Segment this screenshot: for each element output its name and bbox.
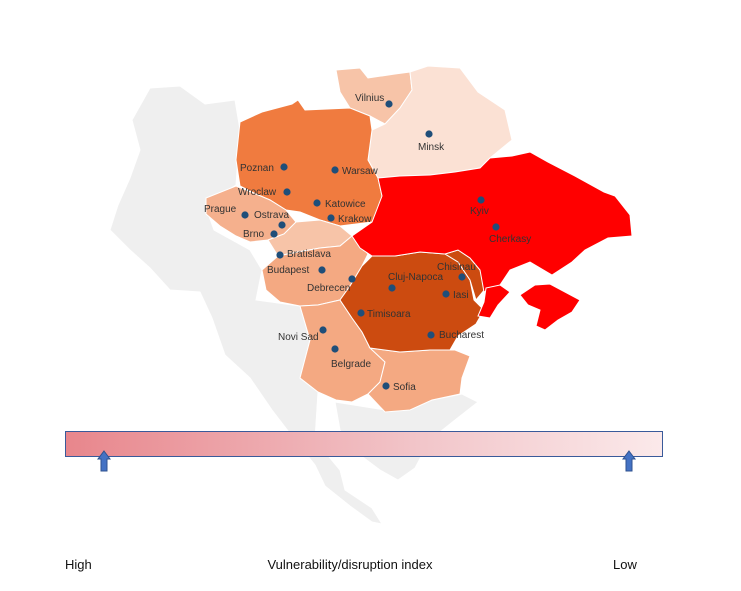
city-label-cluj-napoca: Cluj-Napoca	[388, 272, 443, 283]
city-dot-bratislava	[276, 251, 284, 259]
legend-high-label: High	[65, 557, 92, 572]
city-label-chisinau: Chisinau	[437, 262, 476, 273]
city-dot-ostrava	[278, 221, 286, 229]
city-label-brno: Brno	[243, 229, 265, 240]
high-marker-arrow	[97, 450, 111, 472]
city-label-debrecen: Debrecen	[307, 283, 350, 294]
legend-low-label: Low	[613, 557, 637, 572]
city-dot-chisinau	[458, 273, 466, 281]
city-label-krakow: Krakow	[338, 214, 372, 225]
vulnerability-legend-bar	[65, 431, 663, 457]
city-label-ostrava: Ostrava	[254, 210, 289, 221]
city-dot-bucharest	[427, 331, 435, 339]
city-label-iasi: Iasi	[453, 290, 469, 301]
city-dot-vilnius	[385, 100, 393, 108]
city-label-vilnius: Vilnius	[355, 93, 384, 104]
region-ukraine	[351, 151, 633, 293]
city-markers: Vilnius Minsk Poznan Warsaw Wroclaw Katowice P…	[204, 93, 531, 393]
region-ukraine-south	[477, 284, 511, 319]
region-crimea	[519, 283, 581, 331]
city-dot-kyiv	[477, 196, 485, 204]
city-label-timisoara: Timisoara	[367, 309, 411, 320]
city-dot-cherkasy	[492, 223, 500, 231]
city-label-sofia: Sofia	[393, 382, 416, 393]
city-dot-timisoara	[357, 309, 365, 317]
legend-title: Vulnerability/disruption index	[267, 557, 433, 572]
city-label-minsk: Minsk	[418, 142, 445, 153]
city-label-budapest: Budapest	[267, 265, 309, 276]
city-label-katowice: Katowice	[325, 199, 366, 210]
city-label-poznan: Poznan	[240, 163, 274, 174]
city-dot-belgrade	[331, 345, 339, 353]
city-dot-novi-sad	[319, 326, 327, 334]
city-dot-cluj-napoca	[388, 284, 396, 292]
city-dot-budapest	[318, 266, 326, 274]
city-dot-wroclaw	[283, 188, 291, 196]
city-dot-iasi	[442, 290, 450, 298]
city-label-kyiv: Kyiv	[470, 206, 489, 217]
low-marker-arrow	[622, 450, 636, 472]
city-dot-poznan	[280, 163, 288, 171]
city-dot-brno	[270, 230, 278, 238]
city-label-cherkasy: Cherkasy	[489, 234, 531, 245]
city-label-prague: Prague	[204, 204, 237, 215]
city-label-bratislava: Bratislava	[287, 249, 331, 260]
city-dot-katowice	[313, 199, 321, 207]
city-dot-debrecen	[348, 275, 356, 283]
city-dot-warsaw	[331, 166, 339, 174]
city-dot-minsk	[425, 130, 433, 138]
city-label-novi-sad: Novi Sad	[278, 332, 319, 343]
city-dot-sofia	[382, 382, 390, 390]
city-label-warsaw: Warsaw	[342, 166, 379, 177]
city-label-wroclaw: Wroclaw	[238, 187, 277, 198]
city-label-bucharest: Bucharest	[439, 330, 484, 341]
city-dot-prague	[241, 211, 249, 219]
city-dot-krakow	[327, 214, 335, 222]
city-label-belgrade: Belgrade	[331, 359, 371, 370]
